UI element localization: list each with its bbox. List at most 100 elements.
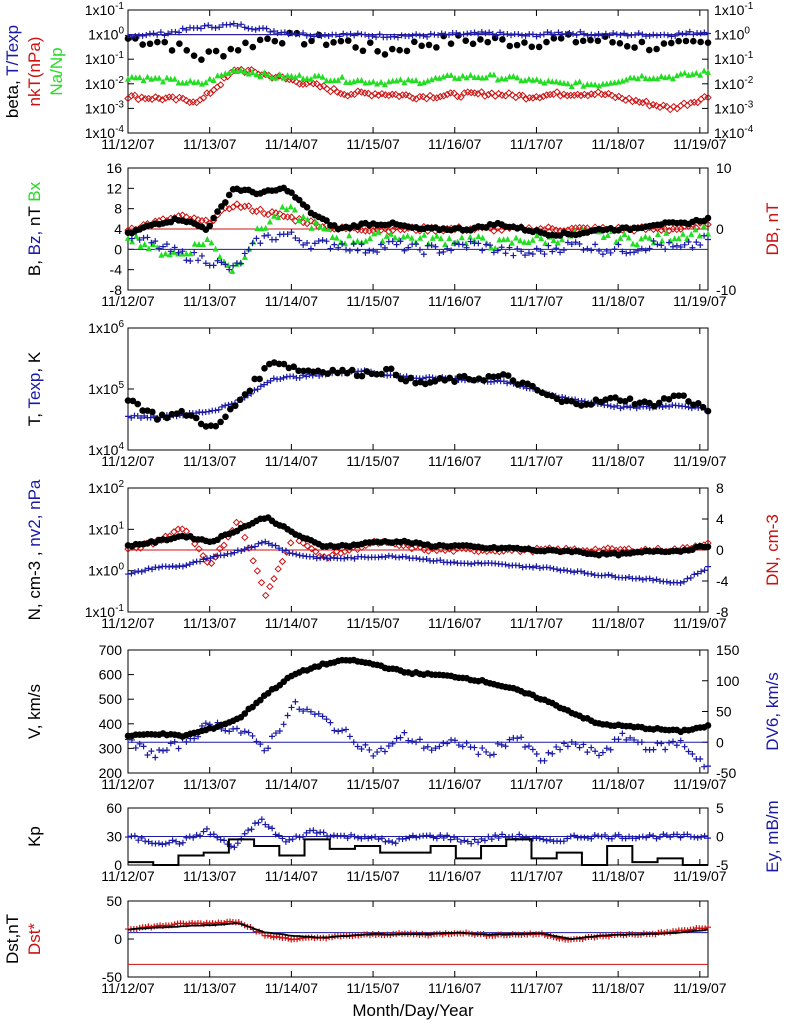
ey-point	[402, 835, 409, 842]
bx-point	[638, 235, 645, 242]
y-tick-label: 300	[99, 740, 123, 756]
nkt-point	[611, 93, 620, 102]
b-point	[303, 203, 311, 211]
ttexp-point	[478, 29, 485, 36]
dv6-point	[175, 745, 182, 752]
dn-point	[232, 518, 241, 527]
bx-point	[212, 245, 219, 252]
bx-point	[316, 223, 323, 230]
dv6-point	[378, 745, 385, 752]
y-tick-label-right: 150	[716, 642, 740, 658]
x-tick-label: 11/19/07	[673, 776, 727, 792]
dn-point	[303, 542, 312, 550]
x-tick-label: 11/13/07	[183, 980, 237, 996]
ttexp-point	[201, 22, 208, 29]
temp-point	[553, 395, 561, 403]
dn-point	[241, 533, 249, 542]
temp-point	[548, 392, 556, 400]
y-tick-label-right: 5	[716, 800, 724, 816]
temp-point	[456, 373, 463, 380]
dv6-point	[603, 745, 610, 752]
ttexp-point	[139, 32, 146, 39]
bz-point	[553, 245, 560, 252]
y-tick-label: -4	[110, 262, 123, 278]
temp-point	[383, 365, 390, 373]
na-np-point	[658, 72, 665, 79]
ey-point	[392, 840, 399, 847]
ey-point	[313, 829, 320, 836]
dv6-point	[525, 743, 532, 750]
temp-point	[348, 366, 356, 374]
x-tick-label: 11/18/07	[591, 453, 645, 469]
bz-point	[669, 243, 676, 250]
temp-point	[582, 401, 590, 408]
ey-point	[516, 831, 523, 838]
texp-point	[303, 373, 310, 380]
dv6-point	[366, 746, 373, 753]
nkt-point	[391, 90, 400, 99]
nv2-point	[142, 567, 149, 574]
x-tick-label: 11/17/07	[510, 453, 564, 469]
nv2-point	[646, 575, 653, 582]
bz-point	[416, 246, 423, 253]
nkt-point	[436, 92, 445, 101]
dn-point	[257, 578, 266, 587]
beta-point	[616, 39, 624, 47]
kp-step-line	[128, 838, 708, 866]
y-tick-label: 1x101	[88, 520, 124, 537]
bz-point	[677, 244, 684, 251]
bx-point	[671, 235, 678, 242]
dv6-point	[292, 698, 299, 705]
texp-point	[500, 378, 507, 385]
ttexp-point	[321, 31, 328, 38]
bz-point	[615, 241, 622, 248]
nkt-point	[323, 85, 331, 93]
dv6-point	[202, 720, 209, 727]
ttexp-point	[351, 32, 358, 39]
ttexp-point	[405, 33, 412, 40]
dv6-point	[545, 749, 552, 756]
texp-point	[270, 375, 277, 382]
dv6-point	[191, 735, 198, 742]
beta-point	[682, 37, 690, 45]
nv2-point	[231, 549, 238, 556]
ttexp-point	[610, 30, 617, 37]
temp-point	[670, 392, 678, 400]
ey-point	[217, 836, 224, 843]
beta-point	[154, 38, 161, 46]
ttexp-point	[227, 21, 234, 28]
na-np-point	[564, 80, 571, 87]
x-tick-label: 11/13/07	[183, 136, 237, 152]
beta-point	[374, 48, 381, 55]
na-np-point	[525, 75, 532, 82]
dv6-point	[658, 740, 665, 747]
x-tick-label: 11/14/07	[265, 293, 319, 309]
ttexp-point	[216, 24, 223, 31]
dv6-point	[416, 736, 423, 743]
bx-point	[166, 251, 173, 258]
na-np-point	[448, 71, 455, 78]
bz-point	[128, 235, 135, 242]
texp-point	[623, 403, 630, 410]
nv2-point	[389, 553, 396, 560]
dv6-point	[381, 748, 388, 755]
bz-point	[389, 238, 396, 245]
beta-point	[337, 37, 345, 45]
dv6-point	[459, 743, 466, 750]
nv2-point	[227, 550, 234, 557]
dn-point	[299, 539, 307, 547]
ttexp-point	[537, 32, 544, 39]
dn-point	[449, 547, 458, 556]
na-np-point	[335, 76, 342, 83]
bz-point	[288, 229, 295, 236]
dv6-point	[483, 748, 490, 755]
ttexp-point	[340, 30, 347, 37]
texp-point	[627, 404, 634, 411]
panel-frame-5	[127, 649, 709, 774]
ey-point	[481, 837, 488, 844]
dv6-point	[662, 746, 669, 753]
ttexp-point	[683, 30, 690, 37]
dv6-point	[533, 750, 540, 757]
bx-point	[229, 267, 236, 274]
bz-point	[230, 262, 237, 269]
